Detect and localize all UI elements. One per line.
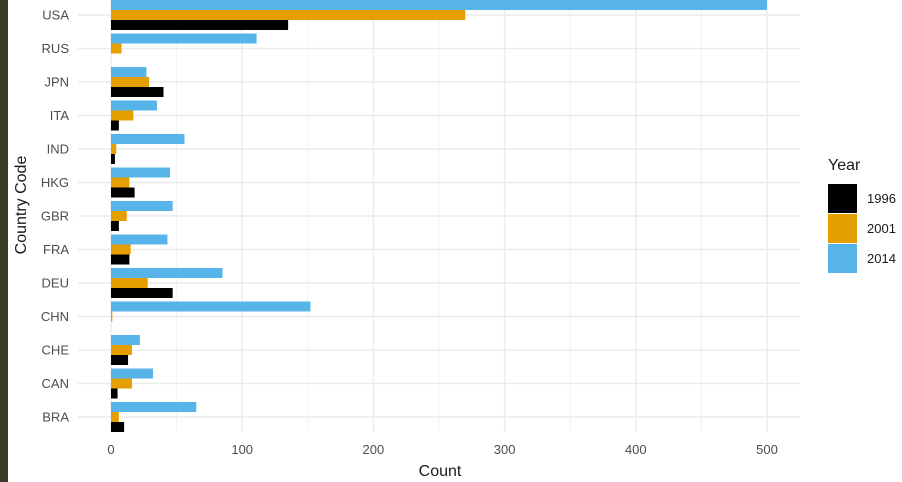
x-tick-label: 500 [756,442,778,457]
x-tick-label: 100 [231,442,253,457]
bar-gbr-1996 [111,221,119,231]
bar-deu-2014 [111,268,223,278]
legend-label-1996: 1996 [867,191,896,206]
y-tick-label: IND [47,142,69,157]
y-tick-label: HKG [41,175,69,190]
bar-rus-2014 [111,33,257,44]
bar-ind-1996 [111,154,115,164]
x-axis-title: Count [419,463,462,480]
y-tick-label: CHN [41,309,69,324]
y-tick-labels: USA RUS JPN ITA IND HKG GBR FRA DEU CHN CHE CAN BRA [41,8,70,425]
bar-hkg-2014 [111,167,171,178]
bar-jpn-2014 [111,67,147,77]
y-tick-label: FRA [43,242,69,257]
bar-hkg-2001 [111,177,130,188]
legend-label-2001: 2001 [867,221,896,236]
bar-gbr-2014 [111,201,173,211]
y-tick-label: JPN [44,75,69,90]
bar-che-1996 [111,355,129,365]
x-tick-label: 200 [363,442,385,457]
y-tick-label: CHE [42,343,70,358]
bar-rus-2001 [111,43,122,54]
bar-bra-2014 [111,402,197,412]
bar-chn-2001 [111,311,113,322]
legend-key-2014 [828,244,857,273]
bar-usa-2014 [111,0,767,10]
bar-deu-1996 [111,288,173,298]
bar-fra-2014 [111,234,168,245]
y-tick-label: DEU [42,276,69,291]
legend-label-2014: 2014 [867,251,896,266]
y-tick-label: USA [42,8,69,23]
chart-canvas: USA RUS JPN ITA IND HKG GBR FRA DEU CHN CHE CAN BRA … [8,0,902,482]
bar-ind-2014 [111,134,185,144]
bar-can-1996 [111,388,118,399]
x-tick-label: 400 [625,442,647,457]
bar-jpn-2001 [111,77,150,87]
bar-usa-1996 [111,20,289,30]
legend-title: Year [828,157,861,174]
x-tick-label: 300 [494,442,516,457]
bar-che-2014 [111,335,140,345]
y-tick-label: ITA [50,108,70,123]
bar-can-2001 [111,378,132,389]
bar-che-2001 [111,345,132,355]
legend-key-1996 [828,184,857,213]
y-axis-title: Country Code [13,156,30,255]
bar-can-2014 [111,368,153,379]
y-tick-label: RUS [42,41,70,56]
bar-fra-2001 [111,244,131,255]
bar-jpn-1996 [111,87,164,97]
grid-lines [78,0,800,432]
bar-bra-1996 [111,422,125,432]
bar-bra-2001 [111,412,119,422]
y-tick-label: BRA [42,410,69,425]
bar-hkg-1996 [111,187,135,198]
y-tick-label: CAN [42,376,69,391]
legend: Year 1996 2001 2014 [828,157,896,273]
bar-ind-2001 [111,144,117,154]
bar-usa-2001 [111,10,466,20]
bar-deu-2001 [111,278,148,288]
bar-chn-2014 [111,301,311,312]
bar-ita-1996 [111,120,119,131]
bar-ita-2014 [111,100,157,111]
y-tick-label: GBR [41,209,69,224]
x-tick-label: 0 [107,442,114,457]
bar-chart: USARUSJPNITAINDHKGGBRFRADEUCHNCHECANBRA … [13,0,896,480]
bar-gbr-2001 [111,211,127,221]
bars [111,0,767,432]
legend-key-2001 [828,214,857,243]
x-tick-labels: 0 100 200 300 400 500 [107,442,777,457]
bar-ita-2001 [111,110,134,121]
bar-fra-1996 [111,254,130,265]
